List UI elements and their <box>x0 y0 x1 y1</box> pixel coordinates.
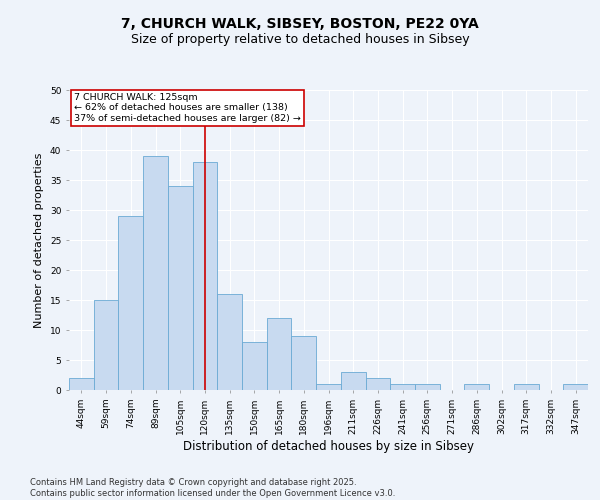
Bar <box>316 384 341 390</box>
Text: Contains HM Land Registry data © Crown copyright and database right 2025.
Contai: Contains HM Land Registry data © Crown c… <box>30 478 395 498</box>
Bar <box>94 300 118 390</box>
Bar <box>267 318 292 390</box>
Bar <box>143 156 168 390</box>
Bar <box>168 186 193 390</box>
Bar <box>292 336 316 390</box>
Bar <box>365 378 390 390</box>
Bar <box>341 372 365 390</box>
Bar <box>415 384 440 390</box>
Text: 7 CHURCH WALK: 125sqm
← 62% of detached houses are smaller (138)
37% of semi-det: 7 CHURCH WALK: 125sqm ← 62% of detached … <box>74 93 301 123</box>
Bar <box>563 384 588 390</box>
Bar <box>217 294 242 390</box>
Y-axis label: Number of detached properties: Number of detached properties <box>34 152 44 328</box>
Text: Size of property relative to detached houses in Sibsey: Size of property relative to detached ho… <box>131 32 469 46</box>
Bar <box>390 384 415 390</box>
Bar <box>464 384 489 390</box>
Bar <box>193 162 217 390</box>
Bar <box>242 342 267 390</box>
Text: 7, CHURCH WALK, SIBSEY, BOSTON, PE22 0YA: 7, CHURCH WALK, SIBSEY, BOSTON, PE22 0YA <box>121 18 479 32</box>
Bar <box>69 378 94 390</box>
Bar <box>118 216 143 390</box>
X-axis label: Distribution of detached houses by size in Sibsey: Distribution of detached houses by size … <box>183 440 474 452</box>
Bar <box>514 384 539 390</box>
